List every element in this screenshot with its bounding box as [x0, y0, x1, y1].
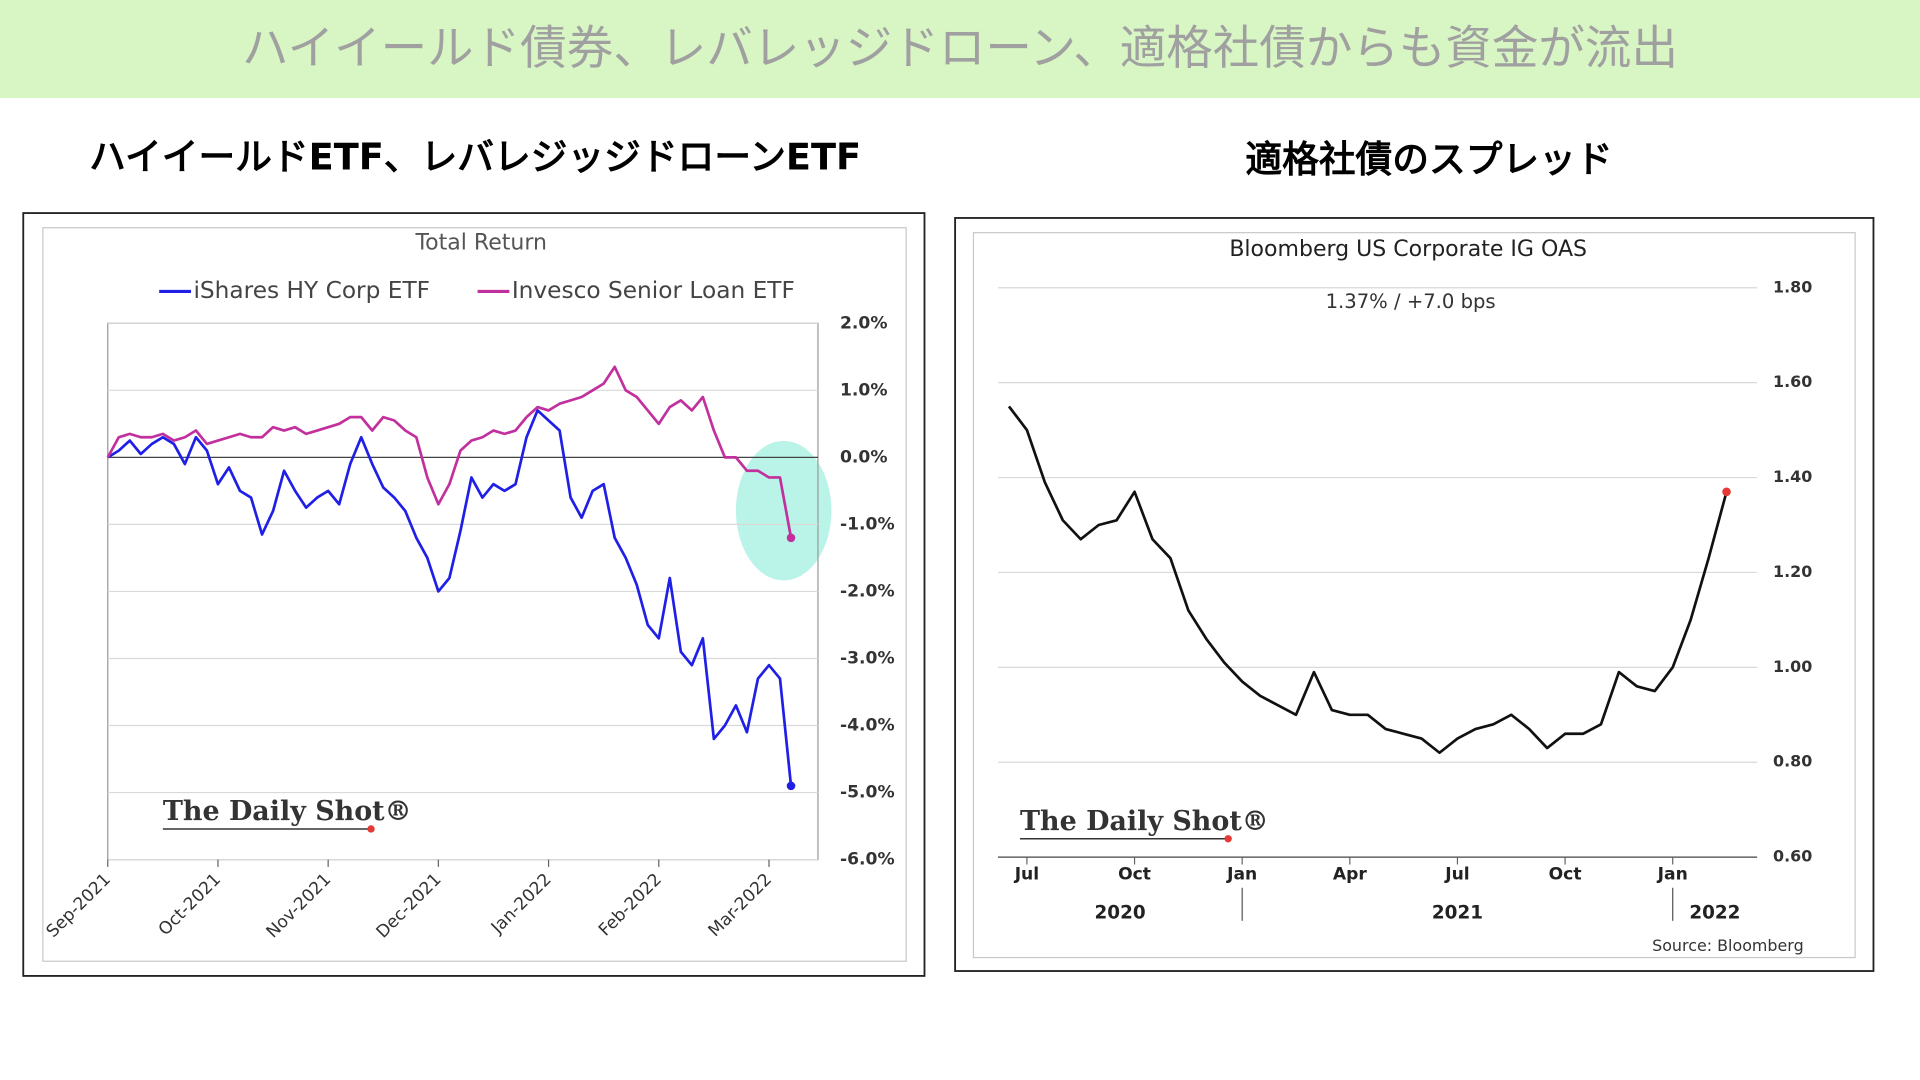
- y-tick-label: 1.40: [1773, 467, 1812, 486]
- y-tick-label: 1.60: [1773, 372, 1812, 391]
- watermark: The Daily Shot®: [1020, 806, 1269, 837]
- series-line: [106, 365, 793, 539]
- y-tick-label: -6.0%: [840, 850, 895, 870]
- x-tick-label: Oct: [1549, 864, 1582, 884]
- y-tick-label: -4.0%: [840, 716, 895, 736]
- source-note: Source: Bloomberg: [1652, 936, 1804, 955]
- y-tick-label: 0.60: [1773, 847, 1812, 866]
- y-tick-label: -5.0%: [840, 783, 895, 803]
- end-marker: [786, 533, 796, 543]
- panel-title: 適格社債のスプレッド: [1245, 138, 1612, 181]
- y-tick-label: 1.00: [1773, 657, 1812, 676]
- x-tick-label: Oct: [1118, 864, 1151, 884]
- chart-subtitle: 1.37% / +7.0 bps: [1326, 290, 1496, 313]
- x-tick-label: Jan: [1657, 864, 1688, 884]
- y-tick-label: 1.80: [1773, 277, 1812, 296]
- watermark: The Daily Shot®: [163, 796, 412, 827]
- x-tick-label: Jan: [1226, 864, 1257, 884]
- x-tick-label: Jul: [1014, 864, 1039, 884]
- legend-label: iShares HY Corp ETF: [193, 277, 430, 304]
- y-tick-label: 1.0%: [840, 380, 888, 400]
- x-tick-label: Apr: [1333, 864, 1368, 884]
- panel-title: ハイイールドETF、レバレジッジドローンETF: [89, 136, 861, 179]
- header-band: [0, 0, 1920, 98]
- y-tick-label: 2.0%: [840, 313, 888, 333]
- y-tick-label: -1.0%: [840, 514, 895, 534]
- header-title: ハイイールド債券、レバレッジドローン、適格社債からも資金が流出: [242, 21, 1678, 75]
- chart-title: Total Return: [414, 231, 547, 256]
- chart-frame: [42, 227, 907, 962]
- end-marker: [786, 781, 796, 791]
- y-tick-label: 0.80: [1773, 752, 1812, 771]
- watermark-dot: [1224, 835, 1232, 843]
- y-tick-label: 1.20: [1773, 562, 1812, 581]
- end-marker: [1722, 487, 1731, 497]
- year-label: 2021: [1432, 902, 1483, 923]
- y-tick-label: 0.0%: [840, 447, 888, 467]
- highlight: [735, 440, 832, 581]
- chart-title: Bloomberg US Corporate IG OAS: [1229, 237, 1587, 262]
- chart-frame: [972, 232, 1856, 959]
- x-tick-label: Jul: [1444, 864, 1469, 884]
- watermark-dot: [367, 825, 375, 833]
- legend-label: Invesco Senior Loan ETF: [512, 277, 795, 304]
- series-line: [107, 409, 793, 786]
- year-label: 2020: [1095, 902, 1146, 923]
- year-label: 2022: [1689, 902, 1740, 923]
- series-line: [1007, 405, 1728, 755]
- y-tick-label: -3.0%: [840, 648, 895, 668]
- y-tick-label: -2.0%: [840, 581, 895, 601]
